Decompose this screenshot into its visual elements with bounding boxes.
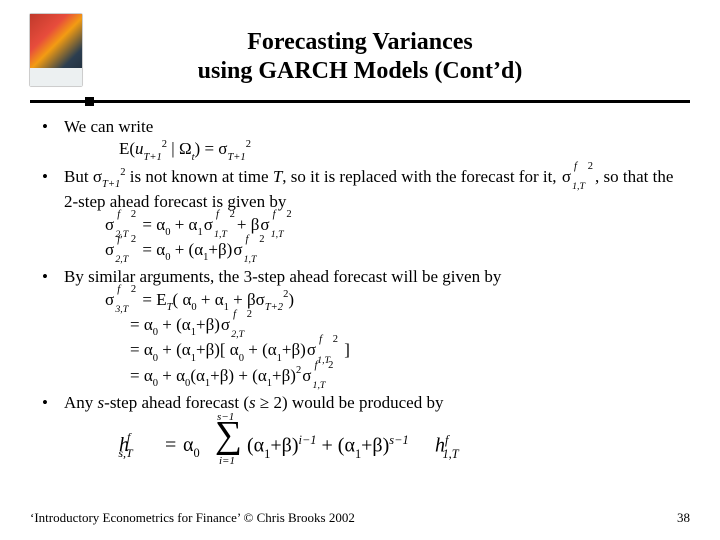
bullet-3-lead: By similar arguments, the 3-step ahead f… <box>64 267 501 286</box>
title-line-1: Forecasting Variances <box>0 28 720 57</box>
bullet-2: But σT+12 is not known at time T, so it … <box>38 166 690 264</box>
bullet-3-eq4: = α0 + α0(α1+β) + (α1+β)2σf1,T2 <box>64 365 690 390</box>
bullet-4: Any s-step ahead forecast (s ≥ 2) would … <box>38 392 690 472</box>
slide-title: Forecasting Variances using GARCH Models… <box>0 28 720 86</box>
bullet-3-eq1: σf3,T2 = ET( α0 + α1 + βσT+22) <box>64 289 690 314</box>
bullet-1-eq: E(uT+12 | Ωt) = σT+12 <box>64 138 690 163</box>
bullet-2-eq1: σf2,T2 = α0 + α1σf1,T2+ βσf1,T2 <box>64 214 690 239</box>
bullet-4-formula: hfs,T = α0 s−1 ∑ i=1 (α1+β)i−1 + (α1+β)s… <box>119 418 690 472</box>
footer-page-number: 38 <box>677 510 690 526</box>
slide: Forecasting Variances using GARCH Models… <box>0 0 720 540</box>
title-line-2: using GARCH Models (Cont’d) <box>0 57 720 86</box>
bullet-1: We can write E(uT+12 | Ωt) = σT+12 <box>38 116 690 164</box>
bullet-3: By similar arguments, the 3-step ahead f… <box>38 266 690 390</box>
bullet-2-eq2: σf2,T2 = α0 + (α1+β)σf1,T2 <box>64 239 690 264</box>
bullet-1-lead: We can write <box>64 117 153 136</box>
title-underline <box>30 100 690 103</box>
footer-left: ‘Introductory Econometrics for Finance’ … <box>30 510 355 526</box>
bullet-3-eq3: = α0 + (α1+β)[ α0 + (α1+β)σf1,T2 ] <box>64 339 690 364</box>
bullet-3-eq2: = α0 + (α1+β)σf2,T2 <box>64 314 690 339</box>
slide-footer: ‘Introductory Econometrics for Finance’ … <box>30 510 690 526</box>
slide-body: We can write E(uT+12 | Ωt) = σT+12 But σ… <box>38 116 690 474</box>
